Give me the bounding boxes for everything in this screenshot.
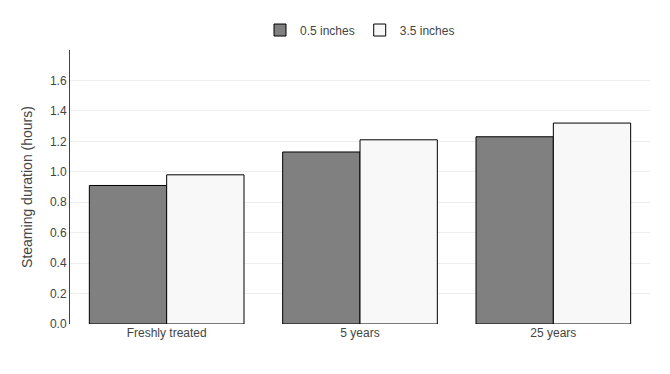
svg-text:0.4: 0.4: [50, 256, 67, 270]
svg-text:Steaming duration (hours): Steaming duration (hours): [19, 106, 35, 268]
svg-text:0.0: 0.0: [50, 317, 67, 331]
svg-text:0.6: 0.6: [50, 226, 67, 240]
svg-text:1.2: 1.2: [50, 135, 67, 149]
svg-text:25 years: 25 years: [530, 326, 576, 340]
svg-text:Freshly treated: Freshly treated: [127, 326, 207, 340]
svg-text:5 years: 5 years: [340, 326, 379, 340]
svg-text:0.2: 0.2: [50, 287, 67, 301]
svg-text:0.5 inches: 0.5 inches: [300, 24, 355, 38]
svg-text:1.6: 1.6: [50, 74, 67, 88]
svg-text:3.5 inches: 3.5 inches: [400, 24, 455, 38]
svg-text:1.0: 1.0: [50, 165, 67, 179]
svg-text:1.4: 1.4: [50, 104, 67, 118]
svg-text:0.8: 0.8: [50, 195, 67, 209]
